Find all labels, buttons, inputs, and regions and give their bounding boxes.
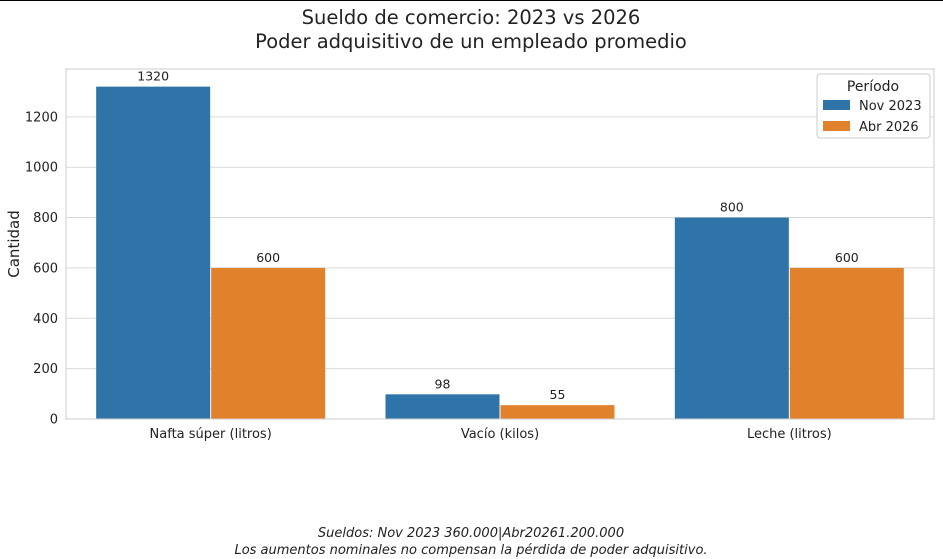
y-tick-label-400: 400 [33, 312, 58, 327]
legend-title: Período [847, 79, 899, 95]
data-label-vacio-kilos-nov-2023: 98 [435, 376, 451, 391]
y-tick-label-0: 0 [50, 413, 58, 428]
chart-title: Sueldo de comercio: 2023 vs 2026 [302, 6, 641, 29]
data-labels: 1320 600 98 55 800 600 [137, 69, 859, 403]
data-label-vacio-kilos-abr-2026: 55 [550, 387, 566, 402]
plot-frame [65, 68, 935, 420]
bar-nafta-super-litros-abr-2026 [211, 267, 326, 419]
legend-label-abr-2026: Abr 2026 [859, 120, 919, 135]
x-tick-labels: Nafta súper (litros) Vacío (kilos) Leche (… [150, 427, 832, 442]
y-tick-label-1000: 1000 [25, 161, 58, 176]
legend-swatch-abr-2026 [823, 121, 850, 131]
x-tick-label-vacio-kilos: Vacío (kilos) [461, 427, 539, 442]
y-tick-label-800: 800 [33, 211, 58, 226]
y-tick-label-1200: 1200 [25, 110, 58, 125]
chart-subtitle: Poder adquisitivo de un empleado promedi… [255, 30, 687, 53]
bar-leche-litros-nov-2023 [674, 217, 789, 419]
y-axis-label: Cantidad [5, 210, 23, 277]
legend: Período Nov 2023 Abr 2026 [816, 73, 931, 139]
bar-leche-litros-abr-2026 [789, 267, 904, 419]
caption-line-1: Sueldos: Nov 2023 360.000|Abr20261.200.0… [318, 526, 624, 541]
x-tick-label-nafta-super-litros: Nafta súper (litros) [150, 427, 272, 442]
x-tick-label-leche-litros: Leche (litros) [747, 427, 832, 442]
caption-line-2: Los aumentos nominales no compensan la p… [234, 543, 707, 558]
y-tick-label-600: 600 [33, 261, 58, 276]
legend-swatch-nov-2023 [823, 100, 850, 110]
data-label-leche-litros-abr-2026: 600 [835, 250, 859, 265]
bars [96, 86, 904, 419]
y-tick-label-200: 200 [33, 362, 58, 377]
bar-vacio-kilos-abr-2026 [500, 405, 615, 419]
bar-vacio-kilos-nov-2023 [385, 394, 500, 419]
bar-nafta-super-litros-nov-2023 [96, 86, 211, 419]
data-label-leche-litros-nov-2023: 800 [720, 200, 744, 215]
data-label-nafta-super-litros-nov-2023: 1320 [137, 69, 169, 84]
y-tick-labels: 0 200 400 600 800 1000 1200 [25, 110, 58, 427]
data-label-nafta-super-litros-abr-2026: 600 [256, 250, 280, 265]
legend-label-nov-2023: Nov 2023 [859, 99, 922, 114]
